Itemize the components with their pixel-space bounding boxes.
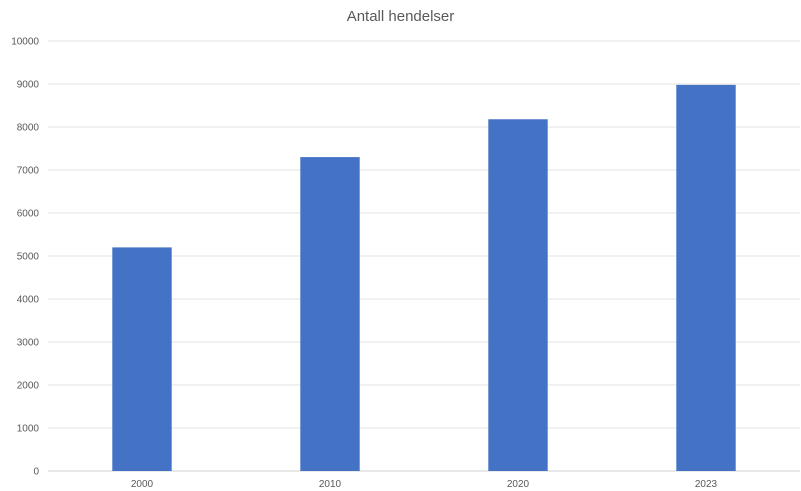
y-tick-label: 7000 xyxy=(17,166,40,177)
x-tick-label: 2020 xyxy=(507,479,530,490)
x-tick-label: 2000 xyxy=(131,479,154,490)
axes: 0 1000 2000 3000 4000 5000 6000 7000 8000 9000 100… xyxy=(11,37,717,491)
x-tick-label: 2023 xyxy=(695,479,718,490)
y-tick-label: 0 xyxy=(33,467,39,478)
bar xyxy=(112,247,172,471)
bar xyxy=(300,157,360,471)
bar xyxy=(488,119,548,471)
chart-title: Antall hendelser xyxy=(346,8,455,25)
y-tick-label: 1000 xyxy=(17,424,40,435)
y-tick-label: 5000 xyxy=(17,252,40,263)
y-tick-label: 8000 xyxy=(17,123,40,134)
gridlines xyxy=(48,40,800,472)
y-tick-label: 2000 xyxy=(17,381,40,392)
x-tick-label: 2010 xyxy=(319,479,342,490)
y-tick-label: 9000 xyxy=(17,80,40,91)
bars xyxy=(112,84,736,472)
y-tick-label: 6000 xyxy=(17,209,40,220)
y-tick-label: 10000 xyxy=(11,37,39,48)
bar xyxy=(676,84,736,472)
y-tick-label: 3000 xyxy=(17,338,40,349)
y-tick-label: 4000 xyxy=(17,295,40,306)
